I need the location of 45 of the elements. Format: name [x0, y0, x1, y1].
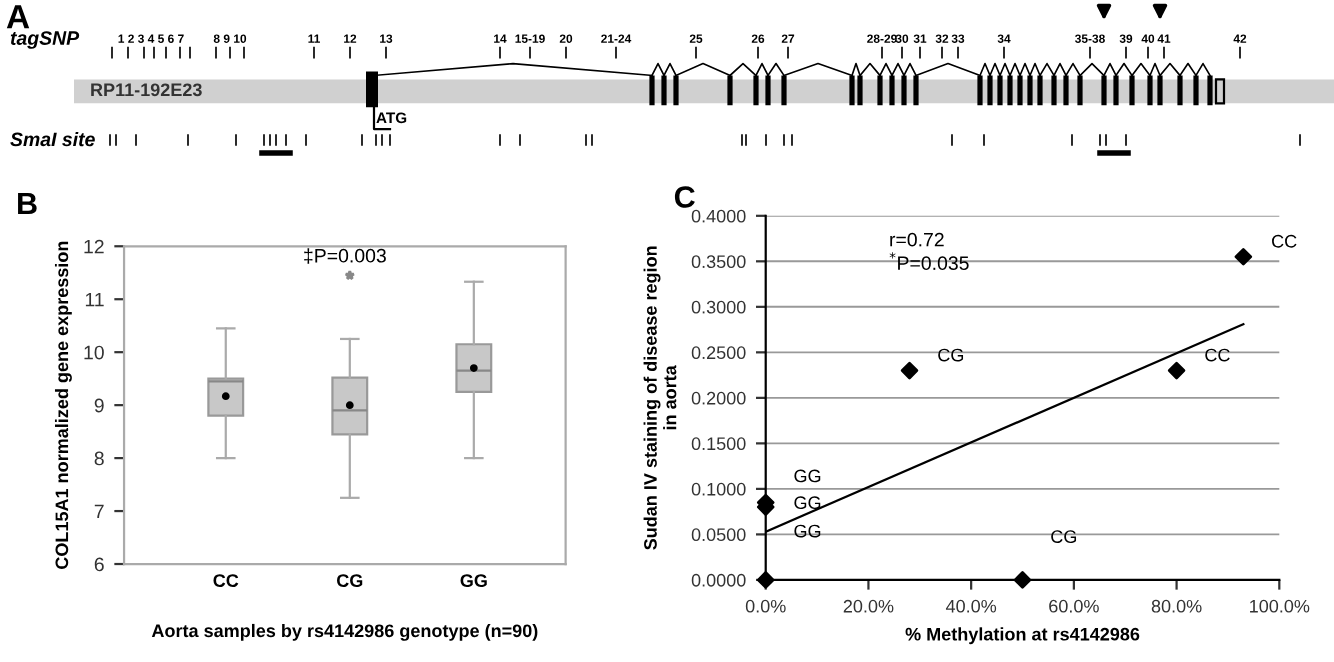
- text: r=0.72: [890, 232, 944, 247]
- y-tick-label: 0.0000: [691, 573, 746, 587]
- text: A: [6, 5, 30, 29]
- x-tick-label: 80.0%: [1151, 599, 1202, 613]
- y-tick-label: 0.1500: [691, 437, 746, 451]
- x-tick-label: 0.0%: [745, 599, 786, 613]
- x-tick-label: CG: [337, 574, 363, 588]
- data-label: GG: [794, 496, 821, 510]
- annotation: ‡P=0.003: [304, 248, 386, 264]
- text: C: [674, 186, 695, 208]
- y-tick-label: 6: [94, 557, 104, 572]
- y-tick-label: 8: [94, 451, 104, 466]
- y-tick-label: 11: [85, 292, 104, 307]
- y-axis-title: COL15A1 normalized gene expression: [54, 241, 72, 569]
- y-axis-title: Sudan IV staining of disease region in aorta: [643, 246, 677, 550]
- y-tick-label: 0.2000: [691, 391, 746, 405]
- data-label: CG: [1051, 530, 1077, 544]
- y-tick-label: 0.3500: [691, 255, 746, 269]
- text: B: [18, 193, 37, 215]
- y-tick-label: 0.2500: [691, 346, 746, 360]
- x-tick-label: 100.0%: [1250, 599, 1310, 613]
- y-tick-label: 7: [94, 504, 104, 519]
- y-tick-label: 10: [84, 345, 104, 360]
- x-axis-title: Aorta samples by rs4142986 genotype (n=90): [151, 623, 538, 641]
- x-tick-label: 20.0%: [843, 599, 894, 613]
- y-tick-label: 0.0500: [691, 528, 746, 542]
- data-label: CC: [1272, 234, 1297, 248]
- data-label: CC: [1205, 348, 1230, 362]
- x-tick-label: 60.0%: [1049, 599, 1099, 613]
- x-tick-label: CC: [213, 574, 239, 588]
- data-label: CG: [938, 348, 964, 362]
- text: RP11-192E23: [91, 83, 202, 97]
- y-tick-label: 0.4000: [691, 209, 746, 223]
- y-tick-label: 12: [84, 239, 104, 254]
- y-tick-label: 9: [94, 398, 104, 413]
- x-tick-label: 40.0%: [945, 599, 997, 613]
- x-tick-label: GG: [460, 574, 487, 588]
- annotation: $^{*}$P=0.035: [889, 252, 969, 271]
- data-label: GG: [794, 524, 821, 538]
- x-axis-title: % Methylation at rs4142986: [905, 627, 1140, 645]
- y-tick-label: 0.3000: [691, 300, 746, 314]
- text: SmaI site: [10, 131, 95, 147]
- y-tick-label: 0.1000: [691, 482, 746, 496]
- text: tagSNP: [10, 31, 80, 49]
- data-label: GG: [794, 469, 821, 483]
